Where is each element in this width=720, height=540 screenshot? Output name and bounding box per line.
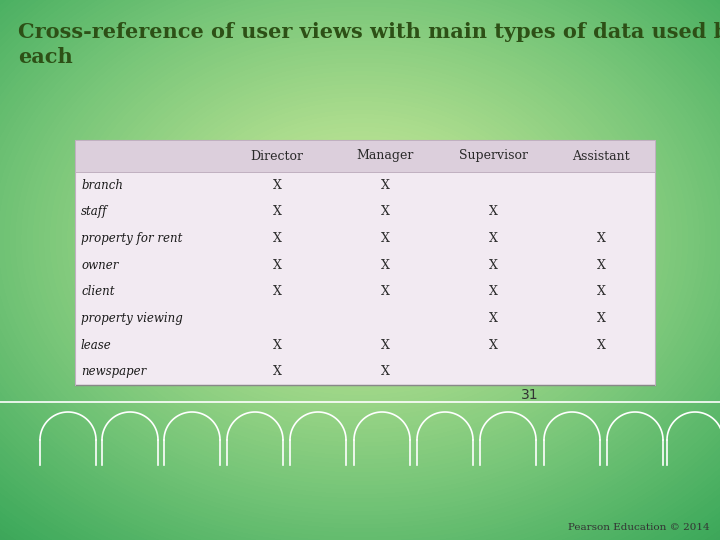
Text: X: X bbox=[489, 312, 498, 325]
Text: X: X bbox=[381, 259, 390, 272]
Text: X: X bbox=[381, 205, 390, 219]
Text: X: X bbox=[597, 285, 606, 298]
Text: property viewing: property viewing bbox=[81, 312, 183, 325]
Text: lease: lease bbox=[81, 339, 112, 352]
Text: X: X bbox=[489, 339, 498, 352]
Text: X: X bbox=[273, 179, 282, 192]
Text: X: X bbox=[273, 232, 282, 245]
Text: X: X bbox=[381, 339, 390, 352]
Text: X: X bbox=[273, 365, 282, 378]
Text: X: X bbox=[381, 232, 390, 245]
Text: X: X bbox=[273, 339, 282, 352]
Text: X: X bbox=[597, 232, 606, 245]
Text: X: X bbox=[597, 312, 606, 325]
Bar bbox=[75, 140, 655, 385]
Text: Pearson Education © 2014: Pearson Education © 2014 bbox=[568, 523, 710, 532]
Text: client: client bbox=[81, 285, 114, 298]
Text: X: X bbox=[273, 285, 282, 298]
Text: X: X bbox=[597, 339, 606, 352]
Text: X: X bbox=[489, 285, 498, 298]
Text: Cross-reference of user views with main types of data used by
each: Cross-reference of user views with main … bbox=[18, 22, 720, 67]
Text: Manager: Manager bbox=[356, 150, 414, 163]
Text: X: X bbox=[273, 259, 282, 272]
Text: branch: branch bbox=[81, 179, 123, 192]
Text: Director: Director bbox=[251, 150, 304, 163]
Text: X: X bbox=[381, 285, 390, 298]
Text: 31: 31 bbox=[521, 388, 539, 402]
Bar bbox=[75, 140, 655, 172]
Text: X: X bbox=[489, 232, 498, 245]
Text: Supervisor: Supervisor bbox=[459, 150, 528, 163]
Text: X: X bbox=[273, 205, 282, 219]
Text: X: X bbox=[489, 205, 498, 219]
Text: X: X bbox=[597, 259, 606, 272]
Text: Assistant: Assistant bbox=[572, 150, 630, 163]
Text: X: X bbox=[381, 365, 390, 378]
Text: staff: staff bbox=[81, 205, 107, 219]
Text: newspaper: newspaper bbox=[81, 365, 146, 378]
Text: X: X bbox=[489, 259, 498, 272]
Text: property for rent: property for rent bbox=[81, 232, 182, 245]
Text: owner: owner bbox=[81, 259, 118, 272]
Text: X: X bbox=[381, 179, 390, 192]
